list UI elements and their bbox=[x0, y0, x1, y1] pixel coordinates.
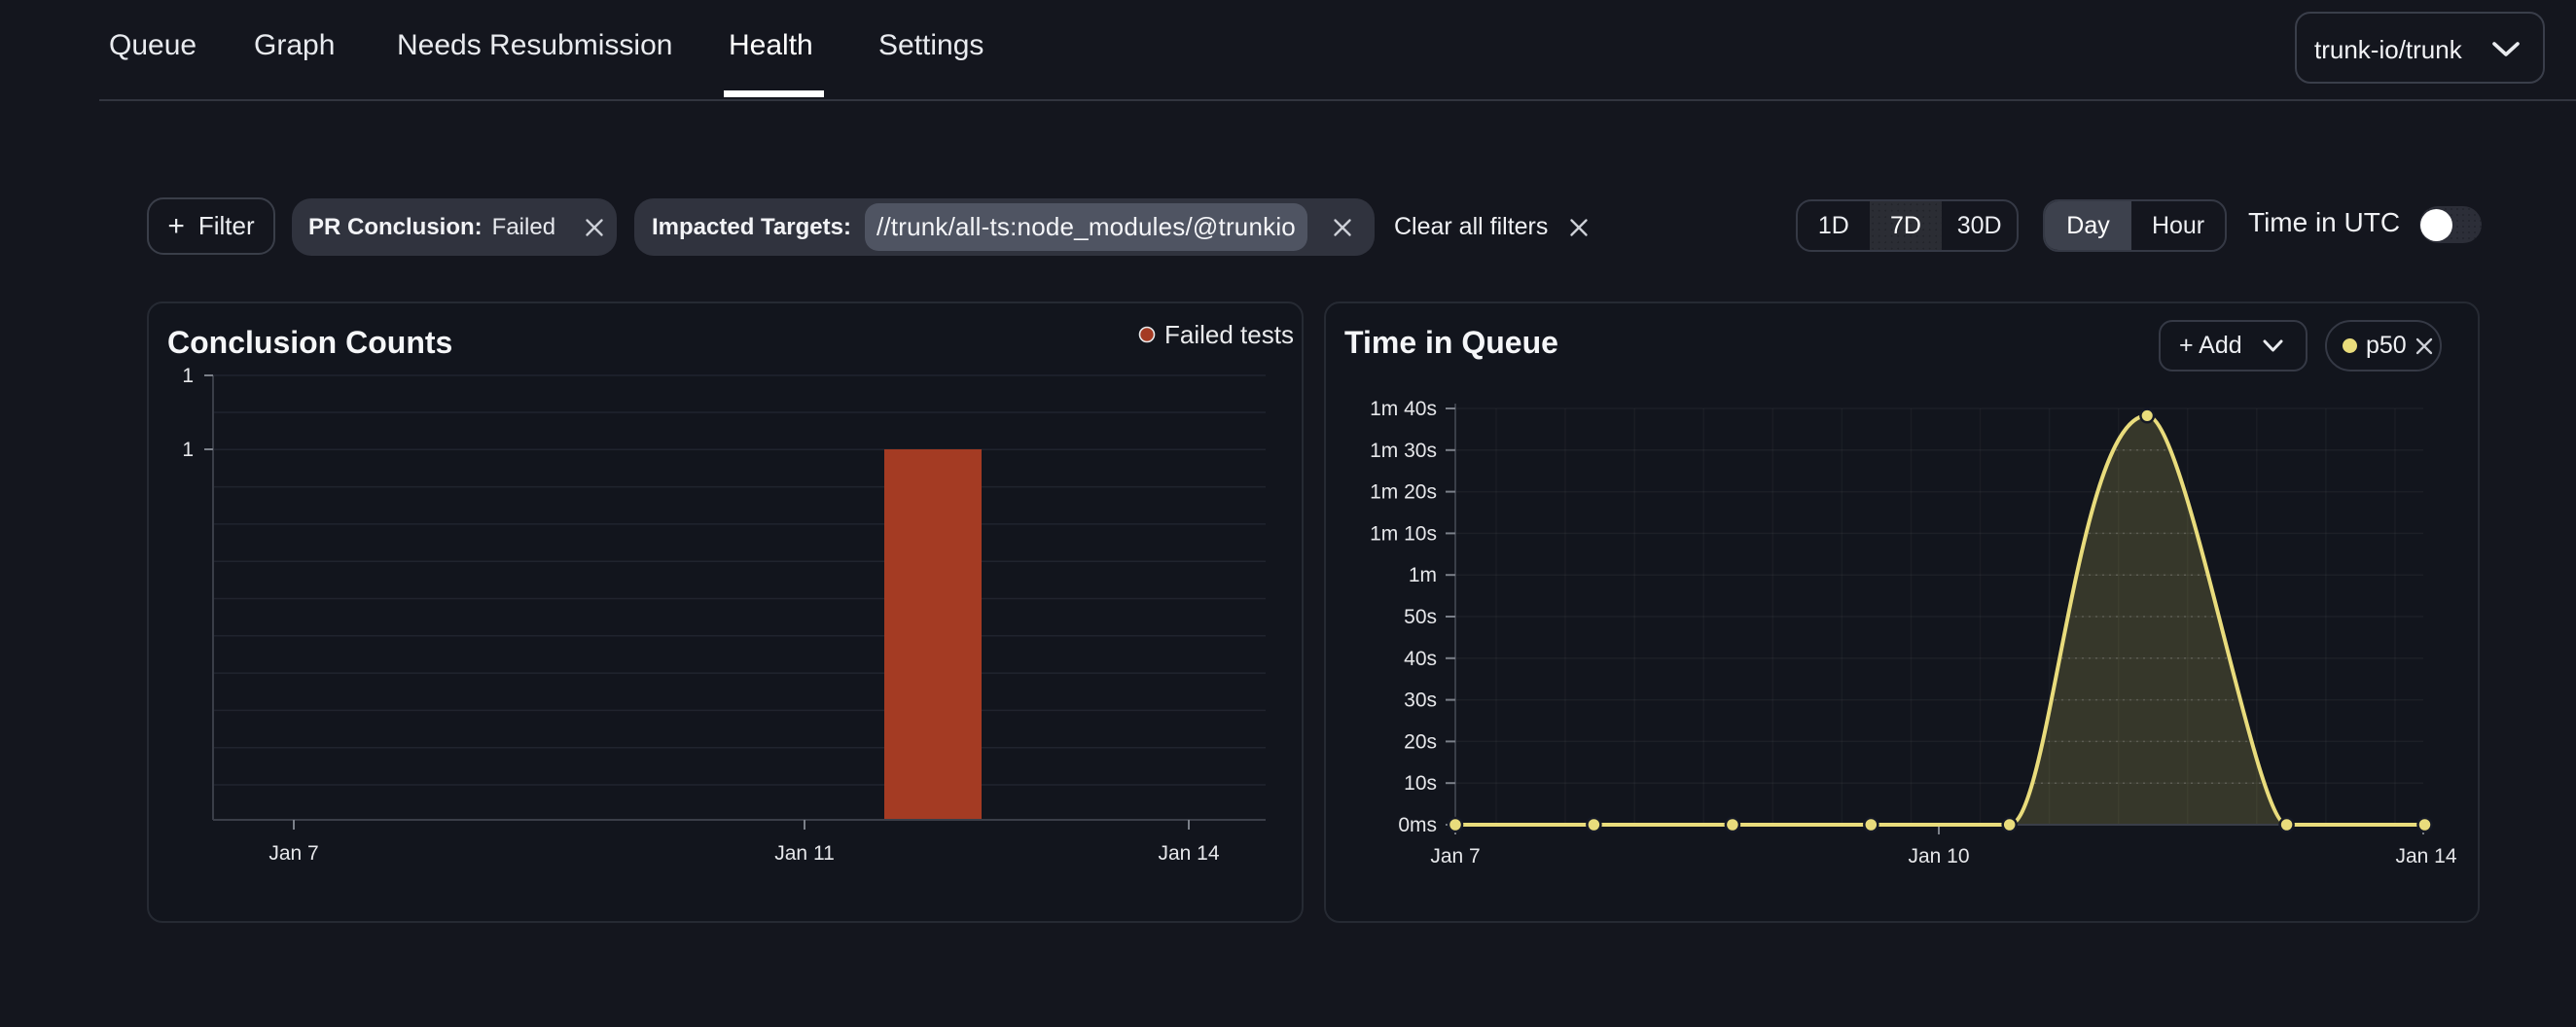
svg-text:1m 40s: 1m 40s bbox=[1370, 398, 1437, 420]
svg-text:0ms: 0ms bbox=[1398, 814, 1437, 836]
svg-text:1: 1 bbox=[182, 439, 194, 461]
svg-text:1m: 1m bbox=[1409, 564, 1437, 586]
svg-text:Jan 14: Jan 14 bbox=[1158, 842, 1219, 865]
svg-text:Jan 7: Jan 7 bbox=[268, 842, 318, 865]
svg-text:1: 1 bbox=[182, 365, 194, 387]
svg-text:1m 10s: 1m 10s bbox=[1370, 522, 1437, 545]
svg-text:Jan 10: Jan 10 bbox=[1908, 845, 1969, 868]
svg-text:20s: 20s bbox=[1404, 730, 1437, 753]
svg-text:Jan 11: Jan 11 bbox=[774, 842, 835, 865]
svg-text:30s: 30s bbox=[1404, 690, 1437, 712]
svg-text:Jan 7: Jan 7 bbox=[1430, 845, 1480, 868]
svg-text:1m 20s: 1m 20s bbox=[1370, 481, 1437, 504]
svg-text:50s: 50s bbox=[1404, 606, 1437, 628]
svg-text:40s: 40s bbox=[1404, 648, 1437, 670]
svg-text:Jan 14: Jan 14 bbox=[2395, 845, 2456, 868]
svg-text:Failed tests: Failed tests bbox=[1164, 320, 1294, 349]
svg-text:10s: 10s bbox=[1404, 772, 1437, 795]
svg-text:1m 30s: 1m 30s bbox=[1370, 440, 1437, 462]
